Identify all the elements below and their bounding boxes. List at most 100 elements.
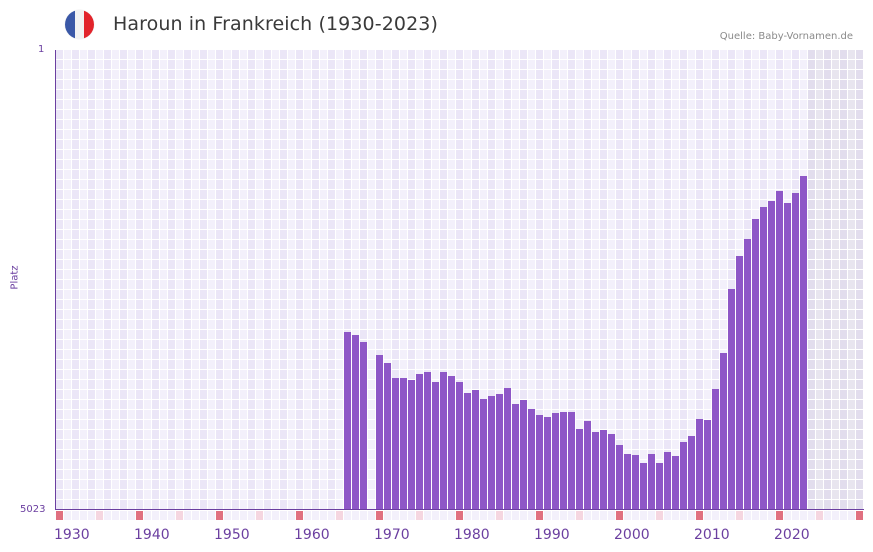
bar-2021[interactable]: [784, 202, 791, 510]
bar-1974[interactable]: [408, 379, 415, 510]
bar-1979[interactable]: [448, 376, 455, 510]
grid-cell: [128, 260, 135, 269]
bar-2012[interactable]: [712, 388, 719, 510]
grid-cell: [296, 240, 303, 249]
bar-2013[interactable]: [720, 353, 727, 510]
grid-cell: [256, 160, 263, 169]
grid-cell: [336, 220, 343, 229]
bar-2007[interactable]: [672, 456, 679, 510]
bar-1986[interactable]: [504, 387, 511, 510]
grid-cell: [328, 180, 335, 189]
bar-2014[interactable]: [728, 288, 735, 510]
bar-2011[interactable]: [704, 419, 711, 510]
bar-1992[interactable]: [552, 413, 559, 510]
bar-1988[interactable]: [520, 399, 527, 510]
bar-1976[interactable]: [424, 371, 431, 510]
grid-cell: [824, 90, 831, 99]
grid-cell: [440, 100, 447, 109]
grid-cell: [560, 110, 567, 119]
bar-1968[interactable]: [360, 342, 367, 510]
grid-cell: [136, 180, 143, 189]
bar-2005[interactable]: [656, 463, 663, 510]
bar-2003[interactable]: [640, 463, 647, 510]
bar-1989[interactable]: [528, 408, 535, 510]
grid-cell: [64, 400, 71, 409]
grid-cell: [152, 380, 159, 389]
bar-1984[interactable]: [488, 395, 495, 510]
grid-cell: [328, 320, 335, 329]
bar-1990[interactable]: [536, 414, 543, 510]
bar-1994[interactable]: [568, 411, 575, 510]
grid-cell: [632, 300, 639, 309]
bar-2023[interactable]: [800, 175, 807, 510]
bar-2019[interactable]: [768, 201, 775, 510]
grid-cell: [840, 110, 847, 119]
grid-cell: [56, 340, 63, 349]
grid-cell: [424, 140, 431, 149]
grid-cell: [520, 280, 527, 289]
bar-1970[interactable]: [376, 354, 383, 510]
grid-cell: [264, 100, 271, 109]
grid-column-1957: [272, 50, 279, 510]
bar-2020[interactable]: [776, 190, 783, 510]
grid-cell: [496, 150, 503, 159]
grid-cell: [456, 370, 463, 379]
grid-cell: [816, 150, 823, 159]
bar-1981[interactable]: [464, 392, 471, 510]
bar-1991[interactable]: [544, 416, 551, 510]
year-marker-1988: [520, 511, 527, 520]
bar-1967[interactable]: [352, 334, 359, 510]
bar-2018[interactable]: [760, 207, 767, 510]
bar-1966[interactable]: [344, 332, 351, 510]
source-link[interactable]: Quelle: Baby-Vornamen.de: [719, 31, 853, 42]
bar-2022[interactable]: [792, 192, 799, 510]
bar-1997[interactable]: [592, 431, 599, 510]
bar-1996[interactable]: [584, 420, 591, 510]
bar-1973[interactable]: [400, 377, 407, 510]
grid-cell: [800, 150, 807, 159]
bar-1978[interactable]: [440, 371, 447, 510]
grid-cell: [232, 360, 239, 369]
grid-cell: [776, 160, 783, 169]
bar-2017[interactable]: [752, 218, 759, 510]
bar-1982[interactable]: [472, 389, 479, 510]
bar-2004[interactable]: [648, 453, 655, 510]
bar-1971[interactable]: [384, 363, 391, 510]
bar-2009[interactable]: [688, 436, 695, 510]
grid-cell: [88, 260, 95, 269]
grid-cell: [776, 170, 783, 179]
grid-cell: [136, 340, 143, 349]
grid-cell: [840, 140, 847, 149]
grid-cell: [584, 120, 591, 129]
grid-cell: [632, 200, 639, 209]
bar-2015[interactable]: [736, 256, 743, 510]
grid-cell: [608, 100, 615, 109]
grid-cell: [232, 430, 239, 439]
grid-cell: [848, 100, 855, 109]
grid-cell: [856, 160, 863, 169]
grid-cell: [360, 120, 367, 129]
grid-cell: [56, 290, 63, 299]
bar-1998[interactable]: [600, 430, 607, 510]
grid-cell: [696, 50, 703, 59]
bar-1985[interactable]: [496, 393, 503, 510]
bar-2002[interactable]: [632, 454, 639, 510]
bar-1980[interactable]: [456, 381, 463, 510]
bar-1975[interactable]: [416, 374, 423, 510]
bar-1995[interactable]: [576, 429, 583, 510]
bar-2008[interactable]: [680, 441, 687, 510]
bar-1983[interactable]: [480, 398, 487, 510]
bar-1977[interactable]: [432, 381, 439, 510]
bar-2006[interactable]: [664, 452, 671, 510]
grid-cell: [584, 180, 591, 189]
bar-1987[interactable]: [512, 403, 519, 510]
bar-2016[interactable]: [744, 239, 751, 510]
bar-2010[interactable]: [696, 419, 703, 510]
bar-1972[interactable]: [392, 377, 399, 510]
bar-2001[interactable]: [624, 453, 631, 510]
bar-2000[interactable]: [616, 444, 623, 510]
bar-1999[interactable]: [608, 434, 615, 510]
grid-cell: [776, 60, 783, 69]
bar-1993[interactable]: [560, 411, 567, 510]
grid-cell: [576, 50, 583, 59]
